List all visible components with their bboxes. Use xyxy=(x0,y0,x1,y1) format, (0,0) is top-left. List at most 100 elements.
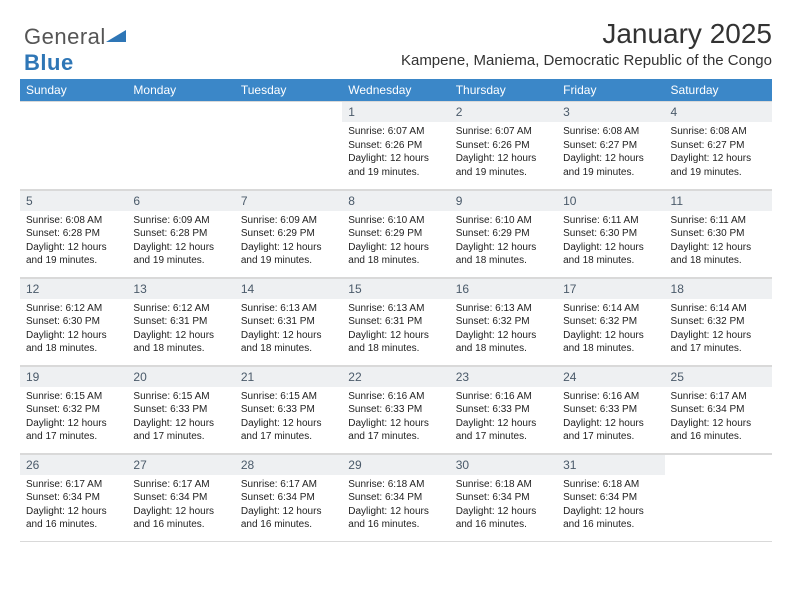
brand-triangle-icon xyxy=(106,22,126,48)
day-info-line: Sunrise: 6:10 AM xyxy=(348,214,443,228)
calendar-week-row: 19Sunrise: 6:15 AMSunset: 6:32 PMDayligh… xyxy=(20,365,772,453)
calendar-day-cell: 10Sunrise: 6:11 AMSunset: 6:30 PMDayligh… xyxy=(557,189,664,277)
day-info-line: and 17 minutes. xyxy=(563,430,658,444)
day-info-line: and 18 minutes. xyxy=(456,342,551,356)
day-info-line: Sunrise: 6:08 AM xyxy=(671,125,766,139)
weekday-header: Friday xyxy=(557,79,664,101)
day-info-line: and 18 minutes. xyxy=(348,342,443,356)
day-info-line: Sunrise: 6:17 AM xyxy=(241,478,336,492)
day-number: 22 xyxy=(342,366,449,387)
weekday-header: Monday xyxy=(127,79,234,101)
day-info-line: Sunset: 6:30 PM xyxy=(26,315,121,329)
day-info-line: Sunset: 6:33 PM xyxy=(133,403,228,417)
day-info-line: Daylight: 12 hours xyxy=(671,417,766,431)
day-info-line: Sunrise: 6:09 AM xyxy=(241,214,336,228)
day-info-line: and 17 minutes. xyxy=(133,430,228,444)
brand-logo: General Blue xyxy=(24,22,126,76)
day-info: Sunrise: 6:08 AMSunset: 6:27 PMDaylight:… xyxy=(665,122,772,183)
calendar-day-cell: 18Sunrise: 6:14 AMSunset: 6:32 PMDayligh… xyxy=(665,277,772,365)
day-info-line: Sunset: 6:27 PM xyxy=(563,139,658,153)
day-info-line: Sunset: 6:34 PM xyxy=(241,491,336,505)
day-info-line: Sunrise: 6:11 AM xyxy=(563,214,658,228)
day-info-line: Daylight: 12 hours xyxy=(671,152,766,166)
day-info-line: Daylight: 12 hours xyxy=(26,241,121,255)
day-info-line: Daylight: 12 hours xyxy=(563,241,658,255)
calendar-day-cell: 27Sunrise: 6:17 AMSunset: 6:34 PMDayligh… xyxy=(127,453,234,541)
day-number: 27 xyxy=(127,454,234,475)
day-info-line: Daylight: 12 hours xyxy=(456,417,551,431)
day-info-line: and 18 minutes. xyxy=(133,342,228,356)
day-info-line: and 16 minutes. xyxy=(133,518,228,532)
calendar-day-cell xyxy=(235,101,342,189)
day-info-line: Sunset: 6:33 PM xyxy=(563,403,658,417)
calendar-day-cell xyxy=(20,101,127,189)
brand-part2: Blue xyxy=(24,50,74,75)
day-number: 13 xyxy=(127,278,234,299)
day-info: Sunrise: 6:17 AMSunset: 6:34 PMDaylight:… xyxy=(665,387,772,448)
day-number: 21 xyxy=(235,366,342,387)
day-info-line: and 19 minutes. xyxy=(456,166,551,180)
calendar-day-cell: 14Sunrise: 6:13 AMSunset: 6:31 PMDayligh… xyxy=(235,277,342,365)
day-info-line: Sunset: 6:32 PM xyxy=(671,315,766,329)
day-info-line: and 19 minutes. xyxy=(133,254,228,268)
day-info-line: Sunrise: 6:18 AM xyxy=(563,478,658,492)
day-info-line: and 16 minutes. xyxy=(563,518,658,532)
day-number-empty xyxy=(20,101,127,122)
day-info-line: and 16 minutes. xyxy=(241,518,336,532)
day-number-empty xyxy=(127,101,234,122)
day-info-line: Sunrise: 6:12 AM xyxy=(133,302,228,316)
day-info-line: Sunset: 6:30 PM xyxy=(563,227,658,241)
day-info-line: Sunrise: 6:15 AM xyxy=(133,390,228,404)
day-info: Sunrise: 6:13 AMSunset: 6:32 PMDaylight:… xyxy=(450,299,557,360)
calendar-day-cell: 31Sunrise: 6:18 AMSunset: 6:34 PMDayligh… xyxy=(557,453,664,541)
day-info-line: and 18 minutes. xyxy=(563,342,658,356)
day-info-line: and 19 minutes. xyxy=(26,254,121,268)
day-info-line: Sunset: 6:32 PM xyxy=(26,403,121,417)
calendar-day-cell: 26Sunrise: 6:17 AMSunset: 6:34 PMDayligh… xyxy=(20,453,127,541)
day-info-line: and 17 minutes. xyxy=(348,430,443,444)
day-info-line: Daylight: 12 hours xyxy=(456,152,551,166)
day-info-line: Daylight: 12 hours xyxy=(456,241,551,255)
day-info-line: Sunset: 6:34 PM xyxy=(563,491,658,505)
day-info: Sunrise: 6:18 AMSunset: 6:34 PMDaylight:… xyxy=(557,475,664,536)
day-info: Sunrise: 6:11 AMSunset: 6:30 PMDaylight:… xyxy=(557,211,664,272)
day-info-line: Sunrise: 6:08 AM xyxy=(563,125,658,139)
day-number: 20 xyxy=(127,366,234,387)
day-number: 12 xyxy=(20,278,127,299)
calendar-day-cell: 28Sunrise: 6:17 AMSunset: 6:34 PMDayligh… xyxy=(235,453,342,541)
day-info-line: Daylight: 12 hours xyxy=(348,329,443,343)
day-info: Sunrise: 6:10 AMSunset: 6:29 PMDaylight:… xyxy=(450,211,557,272)
header-block: January 2025 Kampene, Maniema, Democrati… xyxy=(20,18,772,69)
day-info-line: Sunrise: 6:11 AM xyxy=(671,214,766,228)
day-info-line: Daylight: 12 hours xyxy=(348,417,443,431)
calendar-day-cell: 5Sunrise: 6:08 AMSunset: 6:28 PMDaylight… xyxy=(20,189,127,277)
day-info: Sunrise: 6:10 AMSunset: 6:29 PMDaylight:… xyxy=(342,211,449,272)
calendar-day-cell: 25Sunrise: 6:17 AMSunset: 6:34 PMDayligh… xyxy=(665,365,772,453)
day-info: Sunrise: 6:16 AMSunset: 6:33 PMDaylight:… xyxy=(342,387,449,448)
day-info-line: Sunset: 6:30 PM xyxy=(671,227,766,241)
day-info-line: and 17 minutes. xyxy=(241,430,336,444)
calendar-week-row: 12Sunrise: 6:12 AMSunset: 6:30 PMDayligh… xyxy=(20,277,772,365)
day-info: Sunrise: 6:09 AMSunset: 6:28 PMDaylight:… xyxy=(127,211,234,272)
brand-part1: General xyxy=(24,24,106,49)
day-info-line: Sunset: 6:31 PM xyxy=(348,315,443,329)
day-info-line: Sunrise: 6:10 AM xyxy=(456,214,551,228)
day-info-line: Sunset: 6:34 PM xyxy=(671,403,766,417)
day-number: 6 xyxy=(127,190,234,211)
day-info: Sunrise: 6:07 AMSunset: 6:26 PMDaylight:… xyxy=(450,122,557,183)
weekday-header: Wednesday xyxy=(342,79,449,101)
day-info-line: Sunrise: 6:08 AM xyxy=(26,214,121,228)
day-info-line: Sunset: 6:29 PM xyxy=(456,227,551,241)
day-info: Sunrise: 6:15 AMSunset: 6:33 PMDaylight:… xyxy=(235,387,342,448)
day-info-line: Sunrise: 6:17 AM xyxy=(26,478,121,492)
calendar-day-cell: 16Sunrise: 6:13 AMSunset: 6:32 PMDayligh… xyxy=(450,277,557,365)
day-info-line: and 18 minutes. xyxy=(671,254,766,268)
day-info-line: and 19 minutes. xyxy=(563,166,658,180)
day-info-line: Sunrise: 6:13 AM xyxy=(241,302,336,316)
day-info-line: and 16 minutes. xyxy=(26,518,121,532)
day-number: 31 xyxy=(557,454,664,475)
day-info-line: Sunrise: 6:14 AM xyxy=(671,302,766,316)
day-info: Sunrise: 6:15 AMSunset: 6:33 PMDaylight:… xyxy=(127,387,234,448)
calendar-day-cell: 9Sunrise: 6:10 AMSunset: 6:29 PMDaylight… xyxy=(450,189,557,277)
day-info-line: Sunrise: 6:12 AM xyxy=(26,302,121,316)
